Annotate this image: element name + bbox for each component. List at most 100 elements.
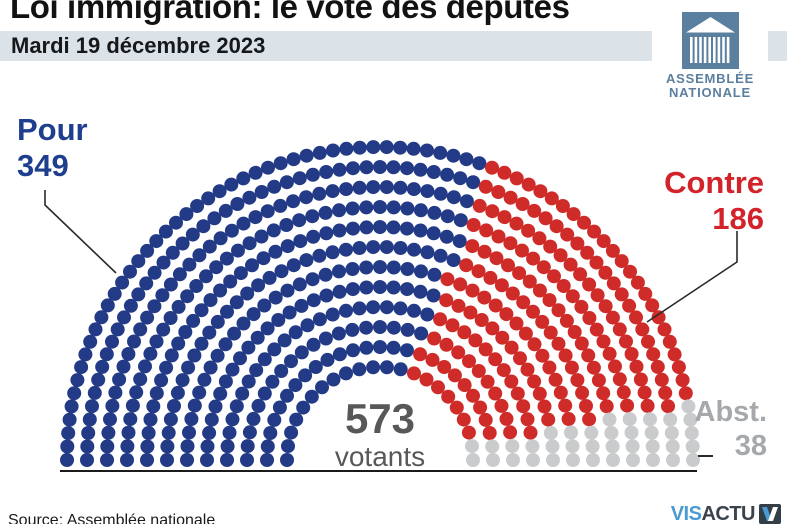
seat-dot-pour	[359, 220, 374, 235]
seat-dot-abst	[664, 426, 679, 440]
seat-dot-pour	[138, 359, 152, 374]
seat-dot-pour	[192, 385, 207, 400]
seat-dot-pour	[332, 347, 347, 362]
seat-dot-pour	[229, 295, 244, 310]
seat-dot-pour	[359, 280, 374, 295]
seat-dot-contre	[605, 310, 620, 325]
seat-dot-pour	[359, 340, 374, 355]
seat-dot-pour	[466, 175, 481, 190]
seat-dot-pour	[433, 248, 448, 263]
seat-dot-pour	[366, 300, 381, 315]
seat-dot-contre	[606, 276, 621, 291]
seat-dot-contre	[522, 274, 537, 289]
seat-dot-pour	[202, 425, 217, 440]
total-votes-unit: votants	[334, 441, 426, 472]
seat-dot-pour	[420, 245, 435, 260]
seat-dot-pour	[292, 213, 307, 228]
seat-dot-pour	[224, 223, 239, 238]
seat-dot-pour	[123, 264, 137, 279]
seat-dot-pour	[346, 161, 360, 176]
seat-dot-pour	[453, 213, 468, 228]
seat-dot-pour	[235, 386, 250, 401]
seat-dot-contre	[543, 325, 558, 340]
seat-dot-pour	[200, 453, 214, 467]
seat-dot-abst	[624, 425, 639, 440]
seat-dot-pour	[339, 242, 353, 257]
seat-dot-contre	[478, 179, 493, 194]
seat-dots	[60, 140, 700, 467]
seat-dot-contre	[431, 380, 445, 395]
seat-dot-contre	[614, 287, 629, 302]
seat-dot-pour	[248, 165, 263, 180]
seat-dot-pour	[459, 152, 474, 167]
seat-dot-pour	[266, 223, 281, 238]
seat-dot-pour	[352, 140, 367, 155]
seat-dot-abst	[526, 453, 540, 467]
seat-dot-pour	[263, 426, 278, 440]
seat-dot-pour	[175, 236, 190, 251]
seat-dot-pour	[224, 177, 239, 192]
seat-dot-pour	[446, 253, 461, 268]
seat-dot-pour	[94, 310, 109, 325]
seat-dot-pour	[140, 439, 155, 454]
seat-dot-abst	[643, 412, 657, 427]
seat-dot-pour	[296, 400, 311, 415]
seat-dot-pour	[320, 352, 335, 367]
seat-dot-contre	[499, 307, 514, 322]
seat-dot-pour	[105, 398, 120, 413]
seat-dot-pour	[472, 156, 487, 171]
seat-dot-pour	[274, 364, 289, 378]
seat-dot-contre	[516, 295, 531, 310]
seat-dot-pour	[240, 286, 255, 301]
seat-dot-pour	[240, 453, 254, 467]
seat-dot-pour	[339, 141, 354, 156]
seat-dot-pour	[286, 152, 301, 167]
seat-dot-pour	[413, 203, 428, 218]
seat-dot-pour	[420, 307, 435, 322]
seat-dot-pour	[267, 412, 282, 427]
seat-dot-contre	[505, 286, 520, 301]
seat-dot-pour	[210, 314, 225, 329]
seat-dot-contre	[515, 197, 530, 211]
seat-dot-pour	[85, 399, 99, 414]
seat-dot-contre	[619, 334, 633, 349]
seat-dot-pour	[359, 260, 374, 275]
seat-dot-contre	[466, 388, 480, 403]
seat-dot-pour	[289, 412, 304, 427]
seat-dot-pour	[308, 360, 323, 374]
seat-dot-pour	[306, 229, 321, 244]
contre-label-value: 186	[712, 200, 764, 236]
seat-dot-pour	[175, 373, 190, 388]
seat-dot-contre	[547, 269, 561, 284]
seat-dot-pour	[236, 171, 251, 186]
seat-dot-contre	[457, 325, 472, 340]
seat-dot-contre	[453, 277, 468, 292]
seat-dot-abst	[681, 399, 696, 414]
date-label: Mardi 19 décembre 2023	[11, 33, 266, 58]
seat-dot-contre	[461, 425, 476, 440]
seat-dot-pour	[233, 266, 248, 281]
seat-dot-pour	[201, 191, 216, 206]
seat-dot-contre	[635, 322, 650, 337]
seat-dot-pour	[230, 197, 245, 211]
seat-dot-contre	[477, 244, 492, 259]
seat-dot-pour	[426, 226, 441, 241]
seat-dot-pour	[187, 398, 202, 413]
seat-dot-pour	[331, 326, 346, 341]
seat-dot-pour	[241, 340, 256, 355]
seat-dot-abst	[606, 453, 620, 467]
seat-dot-contre	[488, 352, 503, 367]
seat-dot-pour	[406, 182, 421, 197]
seat-dot-contre	[542, 360, 557, 375]
seat-dot-contre	[478, 342, 493, 357]
seat-dot-pour	[100, 439, 115, 454]
seat-dot-pour	[236, 216, 251, 231]
seat-dot-contre	[598, 265, 613, 280]
seat-dot-pour	[433, 145, 448, 160]
seat-dot-abst	[566, 453, 580, 467]
seat-dot-pour	[300, 318, 315, 333]
seat-dot-contre	[573, 267, 588, 282]
seat-dot-pour	[306, 337, 321, 352]
visactu-logo-icon	[759, 504, 781, 524]
